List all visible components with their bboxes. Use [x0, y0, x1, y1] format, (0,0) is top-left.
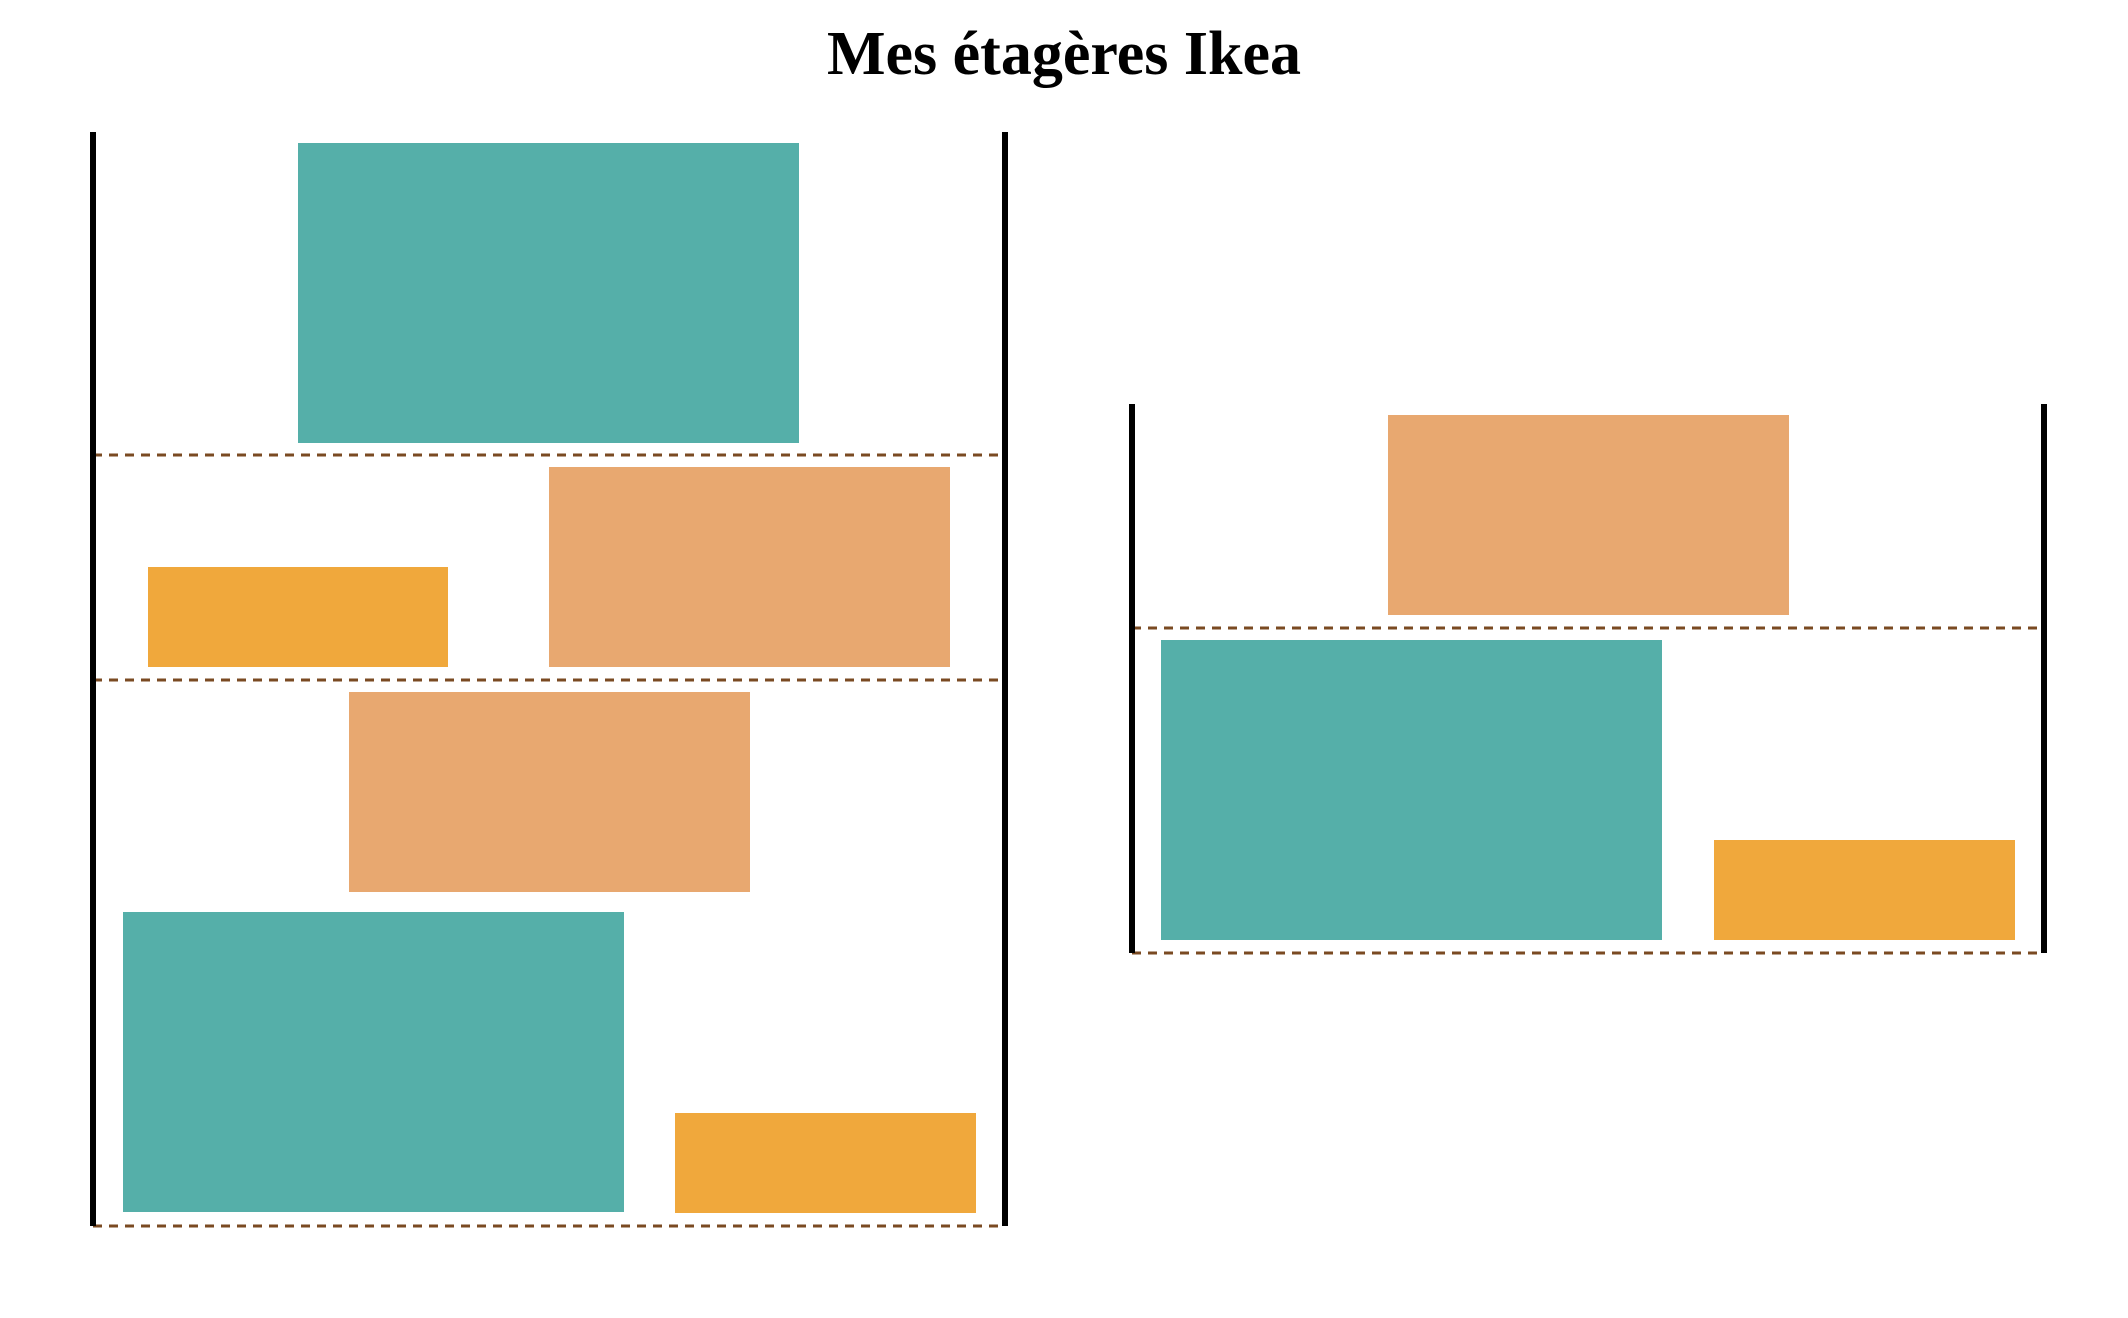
box-light-orange — [1388, 415, 1789, 615]
box-light-orange — [549, 467, 950, 667]
shelving-unit-1 — [90, 132, 1008, 1228]
box-orange — [148, 567, 448, 667]
box-teal — [123, 912, 624, 1212]
box-teal — [1161, 640, 1662, 940]
box-light-orange — [349, 692, 750, 892]
box-orange — [675, 1113, 976, 1213]
box-teal — [298, 143, 799, 443]
shelving-unit-2 — [1129, 404, 2047, 955]
diagram-title: Mes étagères Ikea — [826, 20, 1302, 88]
box-orange — [1714, 840, 2015, 940]
